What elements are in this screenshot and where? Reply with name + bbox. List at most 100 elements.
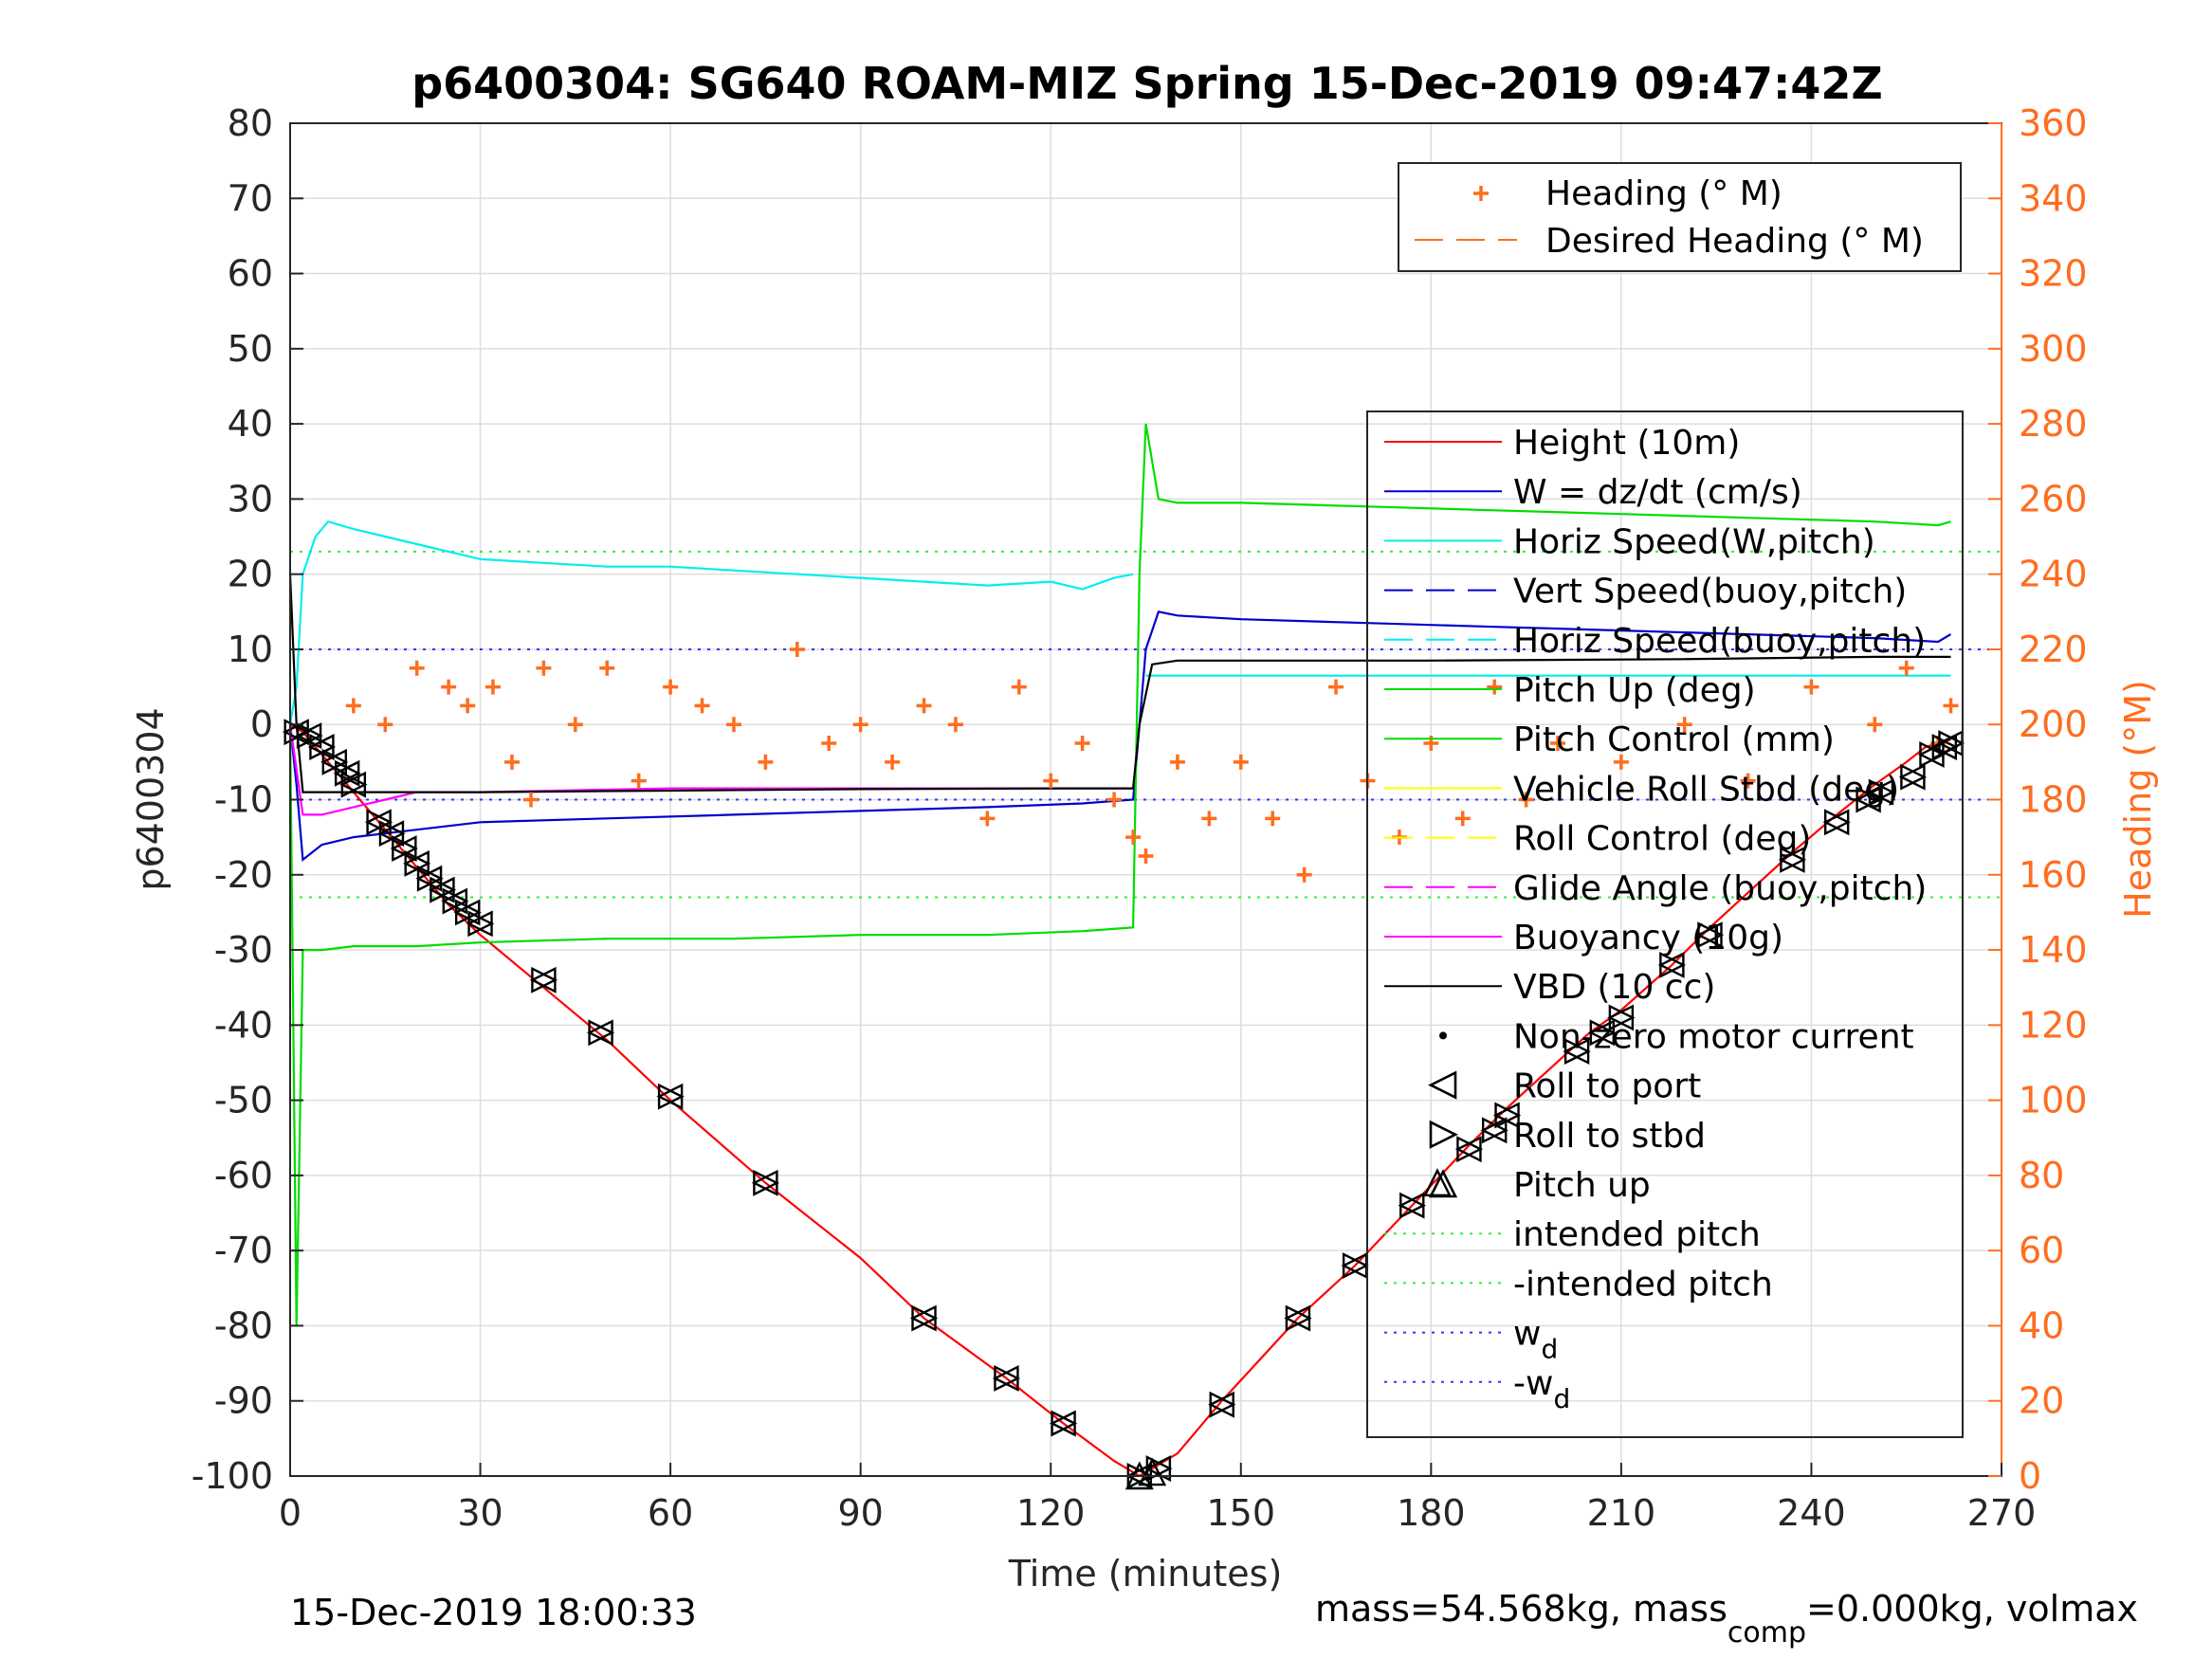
y-tick-label-left: 10 xyxy=(228,629,273,670)
heading-point xyxy=(1233,754,1249,770)
heading-point xyxy=(1296,866,1312,883)
y-tick-label-right: 140 xyxy=(2019,929,2088,971)
x-tick-label: 90 xyxy=(837,1492,883,1534)
roll-to-stbd-marker xyxy=(1051,1410,1078,1437)
heading-point xyxy=(725,717,741,733)
y-tick-label-left: -50 xyxy=(214,1080,273,1121)
heading-point xyxy=(1613,754,1629,770)
roll-to-stbd-marker xyxy=(657,1083,685,1110)
x-tick-label: 180 xyxy=(1397,1492,1466,1534)
legend-entry-label: Pitch up xyxy=(1513,1166,1651,1205)
y-tick-label-right: 260 xyxy=(2019,478,2088,520)
pitch-up-marker xyxy=(1138,1457,1167,1486)
heading-point xyxy=(694,698,710,714)
roll-to-stbd-marker xyxy=(1209,1391,1236,1418)
roll-to-stbd-marker xyxy=(296,722,323,750)
legend-marker-symbol xyxy=(1428,1070,1457,1100)
legend-entry-label: Height (10m) xyxy=(1513,424,1740,463)
y-tick-label-left: -30 xyxy=(214,929,273,971)
series-horiz-speed-w-pitch- xyxy=(288,520,1134,725)
y-tick-label-right: 220 xyxy=(2019,629,2088,670)
heading-point xyxy=(1518,792,1534,808)
footer-mass-sub: comp xyxy=(1728,1616,1806,1650)
y-tick-label-right: 340 xyxy=(2019,177,2088,219)
roll-to-stbd-marker xyxy=(1868,778,1895,806)
y-tick-label-left: -20 xyxy=(214,854,273,896)
roll-to-stbd-marker xyxy=(442,887,469,915)
y-axis-label-right: Heading (°M) xyxy=(2117,680,2159,919)
x-tick-label: 150 xyxy=(1207,1492,1276,1534)
heading-point xyxy=(1201,811,1217,827)
y-tick-label-left: -70 xyxy=(214,1230,273,1271)
legend-entry-label: VBD (10 cc) xyxy=(1513,968,1715,1007)
legend-subscript: d xyxy=(1553,1383,1570,1414)
roll-to-stbd-marker xyxy=(430,876,457,903)
roll-to-stbd-marker xyxy=(1399,1192,1426,1219)
roll-to-stbd-marker xyxy=(321,748,349,775)
roll-to-stbd-marker xyxy=(1285,1304,1312,1332)
y-tick-label-right: 40 xyxy=(2019,1304,2064,1346)
y-tick-label-right: 240 xyxy=(2019,554,2088,595)
y-tick-label-right: 0 xyxy=(2019,1455,2041,1497)
y-tick-label-right: 180 xyxy=(2019,779,2088,821)
y-tick-label-right: 320 xyxy=(2019,253,2088,295)
legend-entry-label: Pitch Up (deg) xyxy=(1513,671,1756,710)
roll-to-stbd-marker xyxy=(454,899,482,926)
heading-point xyxy=(979,811,996,827)
roll-to-stbd-marker xyxy=(1494,1102,1522,1129)
legend-heading-symbol xyxy=(1473,186,1489,201)
y-tick-label-left: 60 xyxy=(228,253,273,295)
heading-point xyxy=(885,754,901,770)
roll-to-stbd-marker xyxy=(753,1169,780,1196)
y-tick-label-right: 280 xyxy=(2019,403,2088,445)
heading-point xyxy=(460,698,476,714)
legend-entry-label: Roll to port xyxy=(1513,1067,1701,1106)
roll-to-stbd-marker xyxy=(366,809,393,836)
heading-point xyxy=(1169,754,1185,770)
legend-heading: Heading (° M) Desired Heading (° M) xyxy=(1398,162,1962,272)
legend-desired-heading-label: Desired Heading (° M) xyxy=(1545,222,1924,261)
heading-point xyxy=(1265,811,1281,827)
y-tick-label-left: -40 xyxy=(214,1004,273,1046)
y-tick-label-left: 0 xyxy=(250,703,273,745)
heading-point xyxy=(599,660,615,676)
legend-entry-label: -intended pitch xyxy=(1513,1265,1773,1304)
roll-to-stbd-marker xyxy=(1823,809,1851,836)
roll-to-stbd-marker xyxy=(1919,740,1947,768)
legend-entry-label: Non-zero motor current xyxy=(1513,1017,1914,1056)
heading-point xyxy=(1487,679,1503,695)
heading-point xyxy=(1867,717,1883,733)
y-tick-label-right: 100 xyxy=(2019,1080,2088,1121)
y-tick-label-right: 200 xyxy=(2019,703,2088,745)
series-vbd-10-cc- xyxy=(288,574,1951,793)
x-tick-label: 120 xyxy=(1016,1492,1086,1534)
y-tick-label-right: 80 xyxy=(2019,1155,2064,1196)
heading-point xyxy=(1803,679,1819,695)
heading-point xyxy=(789,641,805,657)
roll-to-stbd-marker xyxy=(467,910,495,938)
legend-main: Height (10m) W = dz/dt (cm/s) Horiz Speed(… xyxy=(1366,410,1964,1438)
y-tick-label-left: -10 xyxy=(214,779,273,821)
legend-entry-label: Pitch Control (mm) xyxy=(1513,720,1835,759)
legend-entry-label: W = dz/dt (cm/s) xyxy=(1513,473,1802,512)
heading-point xyxy=(1106,792,1123,808)
roll-to-stbd-marker xyxy=(309,734,337,760)
y-tick-label-left: -90 xyxy=(214,1380,273,1422)
legend-motor-dot xyxy=(1439,1031,1447,1040)
heading-point xyxy=(1943,698,1959,714)
y-tick-label-left: 80 xyxy=(228,102,273,144)
heading-point xyxy=(441,679,457,695)
roll-to-stbd-marker xyxy=(1481,1117,1508,1144)
heading-point xyxy=(503,754,520,770)
heading-point xyxy=(1125,830,1142,846)
roll-to-stbd-marker xyxy=(1697,921,1725,949)
x-tick-label: 210 xyxy=(1587,1492,1656,1534)
roll-to-stbd-marker xyxy=(340,771,368,798)
heading-point xyxy=(1550,736,1566,752)
roll-to-stbd-marker xyxy=(1589,1019,1617,1047)
heading-point xyxy=(631,773,647,789)
heading-point xyxy=(1898,660,1914,676)
y-tick-label-right: 20 xyxy=(2019,1380,2064,1422)
roll-to-stbd-marker xyxy=(1563,1038,1591,1066)
y-tick-label-left: 20 xyxy=(228,554,273,595)
